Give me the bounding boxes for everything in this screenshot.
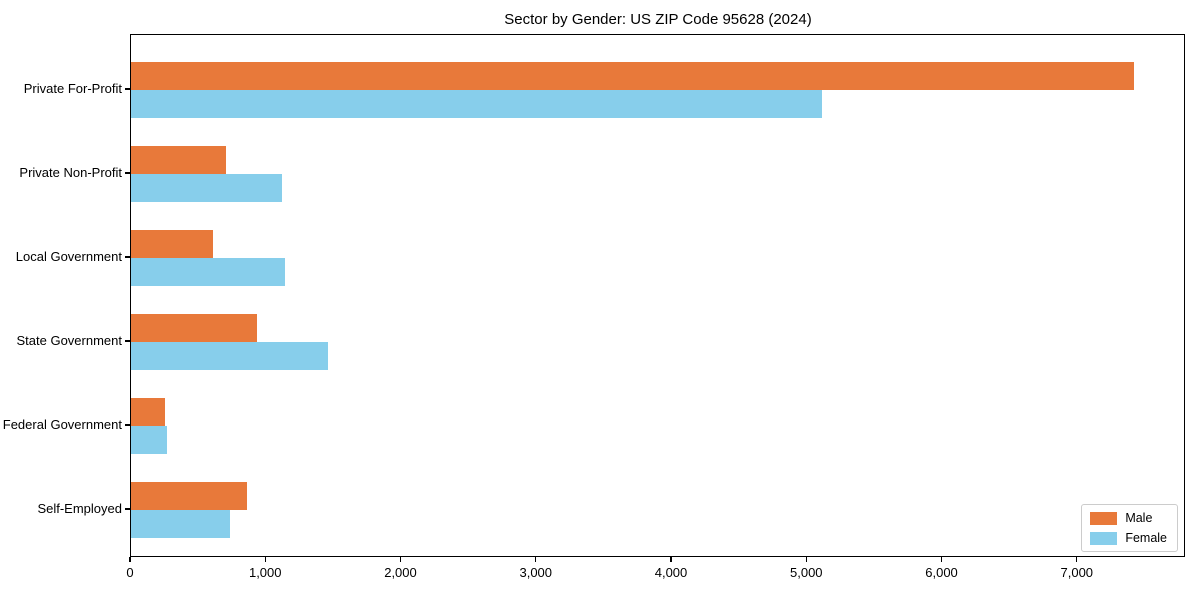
y-tick-mark-self-employed: [125, 508, 130, 510]
x-tick-label-4000: 4,000: [654, 565, 688, 580]
x-tick-mark-5000: [805, 557, 807, 562]
x-tick-label-0: 0: [126, 565, 134, 580]
x-tick-mark-2000: [399, 557, 402, 562]
x-tick-label-5000: 5,000: [790, 565, 823, 580]
x-tick-label-3000: 3,000: [519, 565, 553, 580]
plot-area: Male Female: [130, 34, 1185, 557]
x-tick-label-1000: 1,000: [248, 565, 282, 580]
bar-male-private-for-profit: [131, 62, 1135, 90]
legend-label-female: Female: [1125, 531, 1167, 545]
x-tick-mark-0: [129, 557, 131, 562]
legend-swatch-male: [1090, 511, 1118, 525]
bar-female-federal-government: [131, 426, 168, 454]
chart-title: Sector by Gender: US ZIP Code 95628 (202…: [504, 11, 812, 28]
x-tick-label-2000: 2,000: [384, 565, 417, 580]
y-tick-label-private-non-profit: Private Non-Profit: [19, 165, 122, 180]
legend-item-male: Male: [1090, 511, 1167, 525]
legend-label-male: Male: [1125, 511, 1153, 525]
x-tick-mark-4000: [670, 557, 672, 562]
x-tick-label-7000: 7,000: [1060, 565, 1094, 580]
y-tick-mark-private-for-profit: [125, 88, 130, 90]
bar-female-state-government: [131, 342, 329, 370]
legend: Male Female: [1081, 504, 1178, 552]
y-tick-label-local-government: Local Government: [15, 249, 122, 264]
bar-female-private-non-profit: [131, 174, 283, 202]
y-tick-label-federal-government: Federal Government: [2, 417, 122, 432]
x-tick-mark-7000: [1076, 557, 1078, 562]
x-tick-mark-6000: [940, 557, 943, 562]
y-tick-label-state-government: State Government: [16, 333, 123, 348]
x-tick-mark-3000: [535, 557, 537, 562]
y-tick-mark-state-government: [125, 340, 130, 342]
y-tick-label-private-for-profit: Private For-Profit: [23, 81, 122, 96]
bar-male-federal-government: [131, 398, 165, 426]
x-tick-label-6000: 6,000: [925, 565, 958, 580]
y-tick-mark-local-government: [125, 256, 130, 258]
y-tick-mark-private-non-profit: [125, 172, 130, 174]
bar-male-self-employed: [131, 482, 248, 510]
y-tick-label-self-employed: Self-Employed: [37, 501, 122, 516]
bar-male-local-government: [131, 230, 214, 258]
legend-swatch-female: [1090, 531, 1118, 545]
bar-female-self-employed: [131, 510, 230, 538]
bar-male-private-non-profit: [131, 146, 226, 174]
bar-male-state-government: [131, 314, 257, 342]
bar-female-private-for-profit: [131, 90, 823, 118]
legend-item-female: Female: [1090, 531, 1167, 545]
y-tick-mark-federal-government: [125, 424, 130, 426]
bar-female-local-government: [131, 258, 285, 286]
x-tick-mark-1000: [264, 557, 266, 562]
